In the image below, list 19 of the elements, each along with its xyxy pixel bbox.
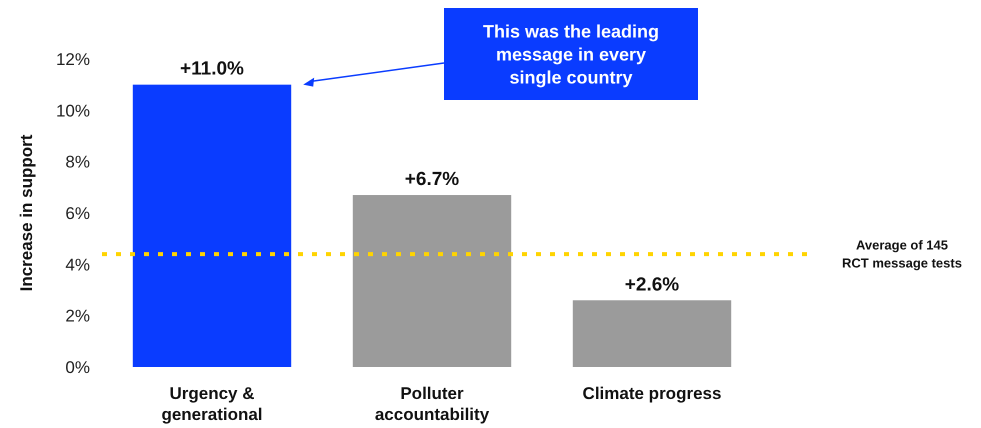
bar (572, 300, 732, 367)
ref-line-label: Average of 145 RCT message tests (842, 238, 962, 271)
data-label: +11.0% (180, 58, 244, 80)
data-label: +6.7% (404, 169, 460, 190)
y-tick-label: 8% (65, 152, 90, 172)
x-tick-label: Polluter accountability (374, 384, 490, 424)
y-tick-label: 12% (56, 50, 90, 69)
y-tick-label: 6% (65, 204, 90, 223)
y-axis-title: Increase in support (17, 134, 36, 292)
annotation: This was the leading message in every single country (482, 21, 660, 88)
y-tick-label: 10% (56, 101, 90, 120)
bar (132, 84, 292, 367)
x-tick-label: Urgency & generational (161, 384, 263, 424)
data-label: +2.6% (624, 274, 680, 296)
y-tick-label: 4% (65, 255, 90, 274)
y-tick-label: 2% (65, 306, 90, 326)
x-tick-label: Climate progress (582, 384, 722, 403)
bar (352, 195, 512, 367)
y-tick-label: 0% (65, 358, 90, 377)
